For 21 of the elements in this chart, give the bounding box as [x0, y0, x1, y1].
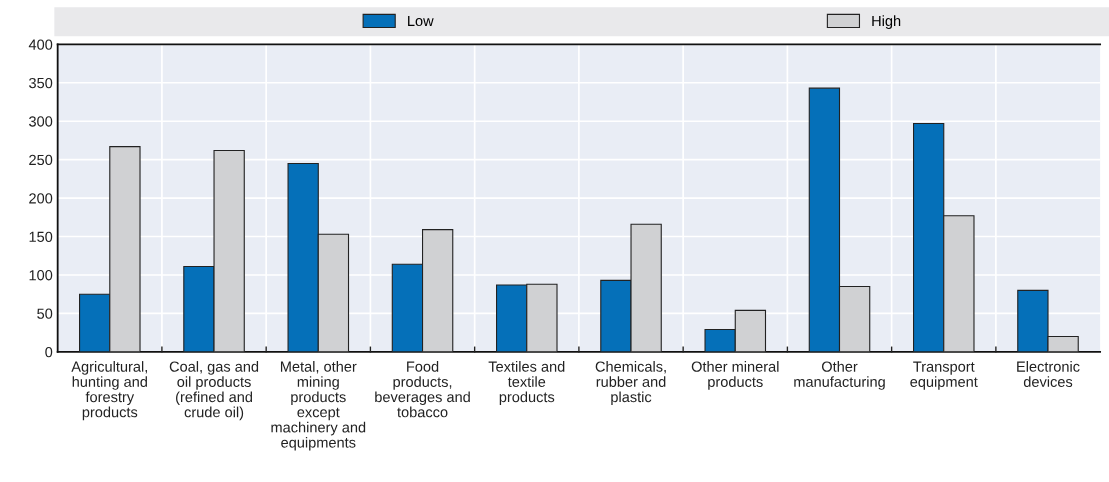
- x-tick-label: Coal, gas and oil products (refined and crude oil): [169, 361, 259, 421]
- y-tick-label: 0: [45, 346, 53, 358]
- y-tick-label: 250: [29, 154, 53, 166]
- legend-label: Low: [408, 15, 434, 27]
- legend-label: High: [872, 15, 901, 29]
- x-tick-label: Transport equipment: [910, 361, 978, 390]
- x-tick-label: Agricultural, hunting and forestry products: [71, 361, 147, 421]
- x-tick-label: Other manufacturing: [794, 361, 885, 390]
- x-tick-label: Other mineral products: [691, 361, 779, 390]
- x-tick-label: Electronic devices: [1017, 361, 1080, 387]
- y-tick-label: 350: [29, 77, 53, 89]
- y-tick-label: 200: [29, 193, 53, 204]
- y-tick-label: 150: [29, 231, 53, 242]
- y-tick-label: 400: [28, 39, 53, 50]
- y-tick-label: 300: [29, 116, 53, 127]
- x-tick-label: Chemicals, rubber and plastic: [595, 361, 666, 406]
- y-tick-label: 100: [29, 270, 53, 281]
- x-tick-label: Food products, beverages and tobacco: [375, 361, 470, 418]
- y-tick-label: 50: [37, 308, 53, 319]
- x-tick-label: Textiles and textile products: [488, 361, 565, 406]
- x-tick-label: Metal, other mining products except machinery and equipments: [271, 361, 366, 451]
